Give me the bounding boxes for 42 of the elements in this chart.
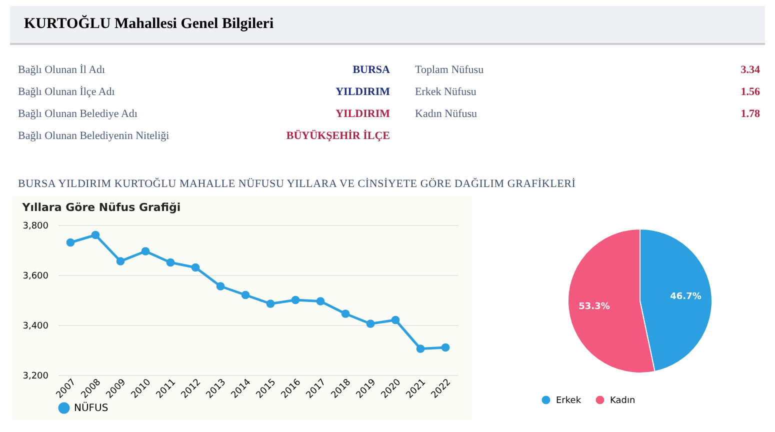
text: BURSA (352, 64, 390, 76)
point (341, 310, 350, 318)
text: 1.78 (740, 108, 760, 120)
data-label: 53.3% (578, 302, 610, 312)
text: 3.34 (740, 64, 760, 76)
point (141, 247, 150, 256)
point (291, 296, 300, 304)
point (166, 258, 175, 267)
text: Bağlı Olunan İl Adı (18, 64, 106, 76)
legend-label: NÜFUS (74, 401, 108, 414)
text: Bağlı Olunan Belediye Adı (18, 108, 138, 120)
point (266, 300, 275, 308)
point (66, 238, 75, 247)
text: KURTOĞLU Mahallesi Genel Bilgileri (10, 6, 765, 45)
y-tick-label: 3,400 (22, 322, 49, 332)
text: YILDIRIM (334, 86, 390, 98)
point (316, 297, 325, 306)
y-tick-label: 3,600 (22, 272, 49, 282)
text: YILDIRIM (334, 108, 390, 120)
y-tick-label: 3,200 (22, 372, 49, 382)
text: Bağlı Olunan İlçe Adı (18, 86, 115, 98)
text: Kadın Nüfusu (415, 108, 478, 120)
text: BURSA YILDIRIM KURTOĞLU MAHALLE NÜFUSU YILLARA VE CİNSİYETE GÖRE DAĞILIM GRAFİKLERİ (18, 178, 576, 190)
point (391, 316, 400, 324)
y-tick-label: 3,800 (22, 222, 49, 232)
point (441, 343, 450, 352)
text: 1.56 (740, 86, 760, 98)
point (216, 282, 225, 290)
chart-title: Yıllara Göre Nüfus Grafiği (21, 201, 181, 214)
text: Erkek Nüfusu (415, 86, 476, 98)
point (116, 257, 125, 266)
text: BÜYÜKŞEHİR İLÇE (285, 130, 390, 142)
point (241, 290, 250, 300)
text: Toplam Nüfusu (415, 64, 484, 76)
legend-label: Kadın (610, 396, 636, 406)
point (366, 320, 375, 328)
point (91, 230, 100, 240)
point (416, 344, 425, 353)
legend-label: Erkek (556, 396, 582, 406)
text: Bağlı Olunan Belediyenin Niteliği (18, 130, 170, 142)
data-label: 46.7% (670, 292, 702, 302)
point (191, 263, 200, 272)
